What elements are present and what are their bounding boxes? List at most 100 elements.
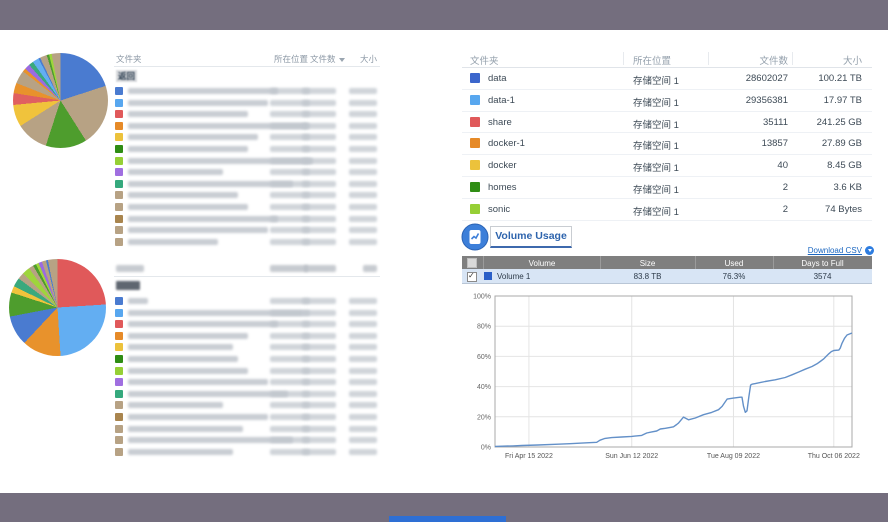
col-folder[interactable]: 文件夹	[470, 56, 499, 67]
folder-location: 存储空间 1	[633, 206, 679, 218]
folder-file-count: 2	[782, 181, 788, 193]
folder-color-swatch	[115, 331, 123, 340]
blurred-text	[349, 379, 377, 386]
volume-used: 76.3%	[722, 271, 746, 281]
blurred-text	[349, 321, 377, 328]
back-link[interactable]: 返回	[116, 70, 138, 82]
blurred-table-row[interactable]	[114, 213, 380, 225]
blurred-text	[349, 448, 377, 455]
blurred-text	[349, 169, 377, 176]
blurred-table-row[interactable]	[114, 201, 380, 213]
col-size[interactable]: 大小	[359, 54, 377, 64]
table-row[interactable]: docker 存储空间 1 40 8.45 GB	[462, 155, 872, 177]
blurred-table-row[interactable]	[114, 411, 380, 423]
x-tick-label: Thu Oct 06 2022	[808, 453, 860, 460]
blurred-table-row[interactable]	[114, 307, 380, 319]
col-count[interactable]: 文件数	[759, 56, 788, 67]
blurred-text	[349, 145, 377, 152]
blurred-table-row[interactable]	[114, 353, 380, 365]
col-volume[interactable]: Volume	[528, 258, 556, 268]
blurred-text	[302, 379, 336, 386]
folder-size: 74 Bytes	[825, 203, 862, 215]
folder-size: 3.6 KB	[833, 181, 862, 193]
folder-size: 17.97 TB	[823, 94, 862, 106]
volume-usage-tab[interactable]: Volume Usage	[490, 226, 572, 248]
blurred-table-row[interactable]	[114, 365, 380, 377]
pie-chart-bottom	[9, 259, 106, 356]
blurred-table-row[interactable]	[114, 423, 380, 435]
table-row[interactable]: homes 存储空间 1 2 3.6 KB	[462, 177, 872, 199]
volume-checkbox[interactable]	[467, 271, 477, 282]
blurred-table-row[interactable]	[114, 108, 380, 120]
blurred-table-row[interactable]	[114, 178, 380, 190]
select-all-checkbox[interactable]	[467, 258, 477, 268]
blurred-table-row[interactable]	[114, 85, 380, 97]
download-csv-link[interactable]: Download CSV	[807, 246, 862, 255]
volume-color-swatch	[484, 271, 492, 280]
folder-color-swatch	[115, 354, 123, 363]
col-location[interactable]: 所在位置	[274, 54, 309, 64]
col-folder[interactable]: 文件夹	[116, 54, 142, 64]
volume-row[interactable]: Volume 1 83.8 TB 76.3% 3574	[462, 269, 872, 284]
blurred-table-row[interactable]	[114, 399, 380, 411]
blurred-table-row[interactable]	[114, 97, 380, 109]
col-days-to-full[interactable]: Days to Full	[801, 258, 844, 268]
col-location[interactable]: 所在位置	[633, 56, 672, 67]
blurred-table-row[interactable]	[114, 341, 380, 353]
col-size[interactable]: 大小	[842, 56, 862, 67]
blurred-text	[270, 238, 310, 245]
blurred-text	[128, 355, 238, 362]
folder-color-swatch	[115, 447, 123, 456]
folder-color-swatch	[115, 168, 123, 177]
table-row[interactable]: data-1 存储空间 1 29356381 17.97 TB	[462, 90, 872, 112]
blurred-table-row[interactable]	[114, 434, 380, 446]
blurred-table-row[interactable]	[114, 189, 380, 201]
blurred-table-row[interactable]	[114, 330, 380, 342]
x-tick-label: Sun Jun 12 2022	[605, 453, 658, 460]
blurred-text	[270, 134, 310, 141]
folder-color-swatch	[115, 343, 123, 352]
folder-color-swatch	[470, 138, 480, 149]
blurred-text	[128, 203, 248, 210]
back-link-blurred[interactable]	[116, 281, 140, 290]
table-row[interactable]: data 存储空间 1 28602027 100.21 TB	[462, 68, 872, 90]
folder-table-right: 文件夹 所在位置 文件数 大小 data 存储空间 1 28602027 100.21…	[462, 50, 872, 221]
folder-color-swatch	[115, 191, 123, 200]
blurred-table-row[interactable]	[114, 318, 380, 330]
folder-name: data-1	[488, 94, 515, 106]
col-size[interactable]: Size	[639, 258, 656, 268]
col-count[interactable]: 文件数	[310, 53, 345, 65]
blurred-text	[302, 321, 336, 328]
blurred-text	[270, 413, 310, 420]
blurred-text	[302, 203, 336, 210]
blurred-table-row[interactable]	[114, 143, 380, 155]
blurred-text	[128, 367, 248, 374]
blurred-text	[270, 332, 310, 339]
blurred-table-row[interactable]	[114, 224, 380, 236]
blurred-text	[270, 298, 310, 304]
col-used[interactable]: Used	[724, 258, 744, 268]
blurred-text	[128, 448, 233, 455]
blurred-table-row[interactable]	[114, 120, 380, 132]
folder-name: docker	[488, 160, 517, 172]
blurred-table-row[interactable]	[114, 388, 380, 400]
x-tick-label: Tue Aug 09 2022	[707, 453, 760, 460]
blurred-table-row[interactable]	[114, 155, 380, 167]
blurred-text	[128, 157, 313, 164]
table-row[interactable]: share 存储空间 1 35111 241.25 GB	[462, 112, 872, 134]
folder-color-swatch	[115, 297, 123, 305]
column-divider	[708, 52, 709, 65]
blurred-text	[270, 192, 310, 199]
blurred-table-row[interactable]	[114, 446, 380, 458]
volume-table: Volume Size Used Days to Full Volume 1 8…	[462, 256, 872, 284]
blurred-text	[349, 227, 377, 234]
blurred-table-row[interactable]	[114, 166, 380, 178]
table-row[interactable]: sonic 存储空间 1 2 74 Bytes	[462, 199, 872, 221]
blurred-table-row[interactable]	[114, 376, 380, 388]
table-row[interactable]: docker-1 存储空间 1 13857 27.89 GB	[462, 133, 872, 156]
download-circle-icon[interactable]	[865, 246, 874, 255]
column-divider	[773, 256, 774, 269]
blurred-table-row[interactable]	[114, 131, 380, 143]
blurred-table-row[interactable]	[114, 236, 380, 248]
blurred-table-row[interactable]	[114, 295, 380, 307]
